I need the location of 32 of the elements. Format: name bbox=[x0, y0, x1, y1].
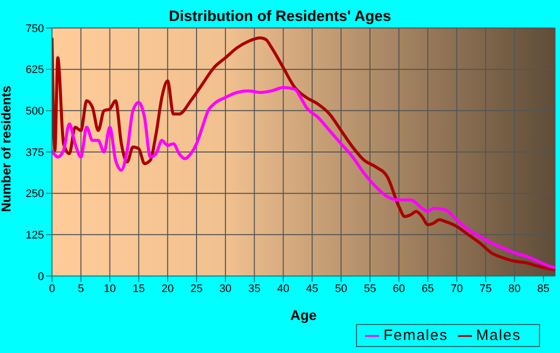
x-tick-label: 20 bbox=[162, 282, 174, 295]
y-tick-label: 500 bbox=[26, 106, 44, 118]
y-axis-title: Number of residents bbox=[0, 86, 14, 212]
x-tick-label: 65 bbox=[422, 282, 434, 295]
line-series bbox=[52, 36, 555, 271]
y-tick-label: 625 bbox=[26, 64, 44, 76]
line-series bbox=[52, 86, 555, 270]
x-tick-label: 70 bbox=[450, 282, 463, 295]
x-tick-label: 10 bbox=[104, 282, 116, 295]
x-tick-label: 45 bbox=[306, 282, 318, 295]
x-tick-label: 85 bbox=[537, 282, 550, 295]
x-tick-label: 5 bbox=[78, 282, 84, 295]
x-tick-label: 30 bbox=[219, 282, 232, 295]
x-tick-label: 60 bbox=[392, 282, 406, 295]
x-tick-label: 35 bbox=[248, 282, 260, 295]
y-tick-label: 750 bbox=[26, 22, 44, 35]
y-tick-label: 375 bbox=[26, 146, 44, 159]
x-axis-title: Age bbox=[290, 307, 317, 323]
y-tick-label: 0 bbox=[38, 270, 44, 283]
x-tick-label: 50 bbox=[334, 282, 348, 295]
x-tick-label: 55 bbox=[364, 282, 376, 295]
x-tick-label: 15 bbox=[132, 282, 145, 295]
legend-label: Females bbox=[383, 327, 448, 344]
x-tick-label: 25 bbox=[190, 282, 203, 295]
x-tick-label: 75 bbox=[479, 282, 492, 295]
chart-title: Distribution of Residents' Ages bbox=[168, 8, 392, 25]
x-tick-label: 40 bbox=[277, 282, 290, 295]
y-tick-label: 250 bbox=[26, 188, 44, 200]
y-tick-label: 125 bbox=[26, 230, 44, 242]
x-tick-label: 80 bbox=[508, 282, 521, 295]
x-tick-label: 0 bbox=[48, 282, 56, 295]
legend-label: Males bbox=[476, 327, 521, 344]
